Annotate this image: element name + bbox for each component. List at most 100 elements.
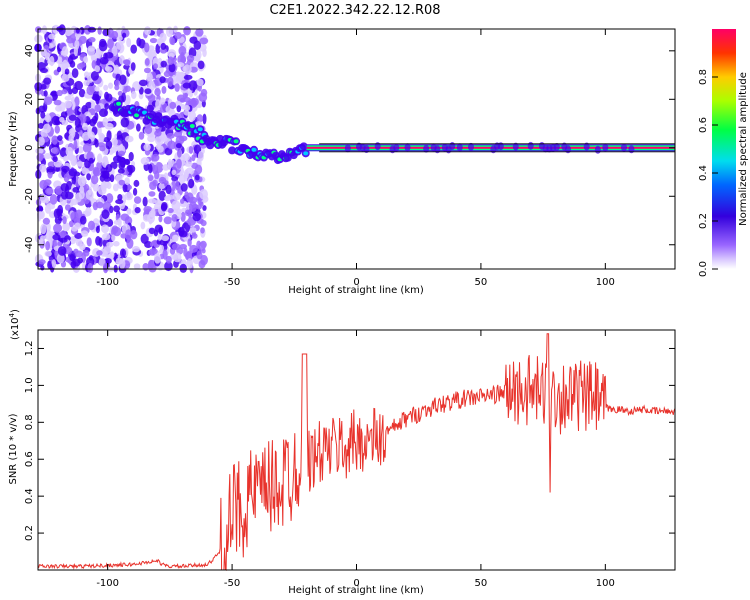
heatmap-band-fluct	[467, 142, 474, 151]
heatmap-noise-cell	[192, 212, 201, 222]
heatmap-noise-cell	[62, 59, 68, 69]
heatmap-band-fluct	[393, 143, 400, 152]
colorbar-gradient	[712, 29, 736, 269]
x-tick-label: 0	[353, 277, 359, 288]
spectrogram-x-ticks: -100 -50 0 50 100	[96, 29, 615, 288]
heatmap-noise-cell	[59, 116, 65, 123]
spectrogram-heatmap	[34, 24, 675, 274]
heatmap-noise-cell	[65, 146, 74, 157]
heatmap-noise-cell	[154, 170, 160, 180]
heatmap-noise-cell	[178, 230, 188, 238]
heatmap-noise-cell	[63, 155, 69, 162]
heatmap-noise-cell	[148, 80, 156, 91]
colorbar: 0.0 0.2 0.4 0.6 0.8 Normalized spectral ampl…	[698, 29, 749, 277]
heatmap-noise-cell	[73, 139, 78, 151]
heatmap-noise-cell	[188, 178, 195, 189]
heatmap-noise-cell	[83, 183, 90, 192]
heatmap-noise-cell	[43, 77, 52, 85]
heatmap-noise-cell	[107, 38, 114, 49]
heatmap-noise-cell	[153, 229, 159, 237]
heatmap-noise-cell	[64, 95, 72, 101]
heatmap-noise-cell	[179, 243, 188, 250]
heatmap-noise-cell	[103, 84, 109, 91]
heatmap-noise-cell	[135, 123, 141, 132]
heatmap-noise-cell	[62, 222, 70, 232]
heatmap-noise-cell	[171, 200, 181, 211]
heatmap-noise-cell	[130, 62, 136, 71]
heatmap-band-fluct	[512, 142, 519, 151]
heatmap-noise-cell	[108, 82, 114, 89]
heatmap-noise-cell	[40, 83, 47, 90]
heatmap-noise-cell	[118, 179, 126, 186]
heatmap-noise-cell	[130, 44, 138, 54]
heatmap-noise-cell	[87, 47, 96, 57]
heatmap-noise-cell	[71, 68, 79, 79]
heatmap-noise-cell	[197, 60, 205, 70]
heatmap-noise-cell	[56, 89, 63, 97]
heatmap-noise-cell	[105, 140, 113, 150]
heatmap-noise-cell	[79, 215, 87, 225]
heatmap-noise-cell	[126, 237, 134, 249]
heatmap-noise-cell	[83, 79, 90, 87]
heatmap-noise-cell	[44, 187, 54, 196]
heatmap-noise-cell	[102, 262, 109, 274]
heatmap-noise-cell	[146, 72, 153, 82]
heatmap-noise-cell	[155, 99, 162, 110]
heatmap-noise-cell	[109, 205, 114, 214]
heatmap-noise-cell	[118, 258, 126, 270]
heatmap-noise-cell	[86, 173, 92, 181]
heatmap-noise-cell	[180, 198, 185, 204]
heatmap-noise-cell	[117, 150, 126, 157]
heatmap-noise-cell	[144, 88, 152, 95]
heatmap-noise-cell	[106, 241, 114, 248]
heatmap-noise-cell	[43, 152, 52, 160]
heatmap-noise-cell	[160, 42, 167, 50]
snr-x-ticks: -100 -50 0 50 100	[96, 330, 615, 589]
heatmap-noise-cell	[180, 183, 188, 192]
heatmap-noise-cell	[167, 76, 174, 87]
snr-panel: -100 -50 0 50 100 0.2 0.4 0.6 0.8 1.0 1.2 Height …	[8, 309, 676, 596]
heatmap-noise-cell	[91, 55, 97, 63]
heatmap-noise-cell	[44, 250, 52, 257]
heatmap-noise-cell	[153, 253, 162, 264]
heatmap-noise-cell	[42, 217, 51, 225]
heatmap-noise-cell	[199, 37, 209, 45]
heatmap-noise-cell	[197, 150, 204, 162]
heatmap-noise-cell	[68, 114, 77, 121]
heatmap-band-fluct	[423, 144, 430, 153]
heatmap-noise-cell	[74, 96, 80, 107]
heatmap-noise-cell	[46, 166, 55, 173]
heatmap-noise-cell	[111, 137, 118, 147]
heatmap-noise-cell	[160, 201, 168, 211]
heatmap-band-fluct	[527, 141, 534, 150]
heatmap-noise-cell	[77, 257, 83, 264]
heatmap-noise-cell	[51, 115, 61, 126]
heatmap-noise-cell	[61, 191, 69, 200]
heatmap-noise-cell	[175, 143, 182, 149]
heatmap-noise-cell	[158, 215, 163, 223]
heatmap-noise-cell	[191, 154, 196, 162]
y-tick-label: 1.2	[24, 341, 35, 357]
heatmap-noise-cell	[78, 190, 85, 200]
heatmap-band-fluct	[363, 145, 370, 154]
heatmap-noise-cell	[90, 71, 99, 81]
heatmap-signal-peak	[251, 147, 257, 152]
heatmap-band-fluct	[594, 145, 601, 154]
heatmap-noise-cell	[102, 117, 109, 127]
heatmap-noise-cell	[183, 26, 191, 36]
y-tick-label: 0.4	[24, 488, 35, 504]
heatmap-noise-cell	[159, 97, 166, 105]
heatmap-noise-cell	[179, 135, 188, 142]
colorbar-tick-label: 0.4	[698, 165, 709, 181]
heatmap-noise-cell	[168, 63, 176, 73]
heatmap-noise-cell	[112, 144, 121, 151]
heatmap-noise-cell	[47, 161, 56, 168]
heatmap-band-fluct	[404, 143, 411, 152]
heatmap-noise-cell	[162, 164, 170, 171]
heatmap-noise-cell	[79, 62, 86, 68]
heatmap-noise-cell	[144, 240, 153, 249]
heatmap-noise-cell	[71, 226, 78, 232]
heatmap-noise-cell	[193, 40, 202, 50]
heatmap-noise-cell	[156, 38, 164, 45]
